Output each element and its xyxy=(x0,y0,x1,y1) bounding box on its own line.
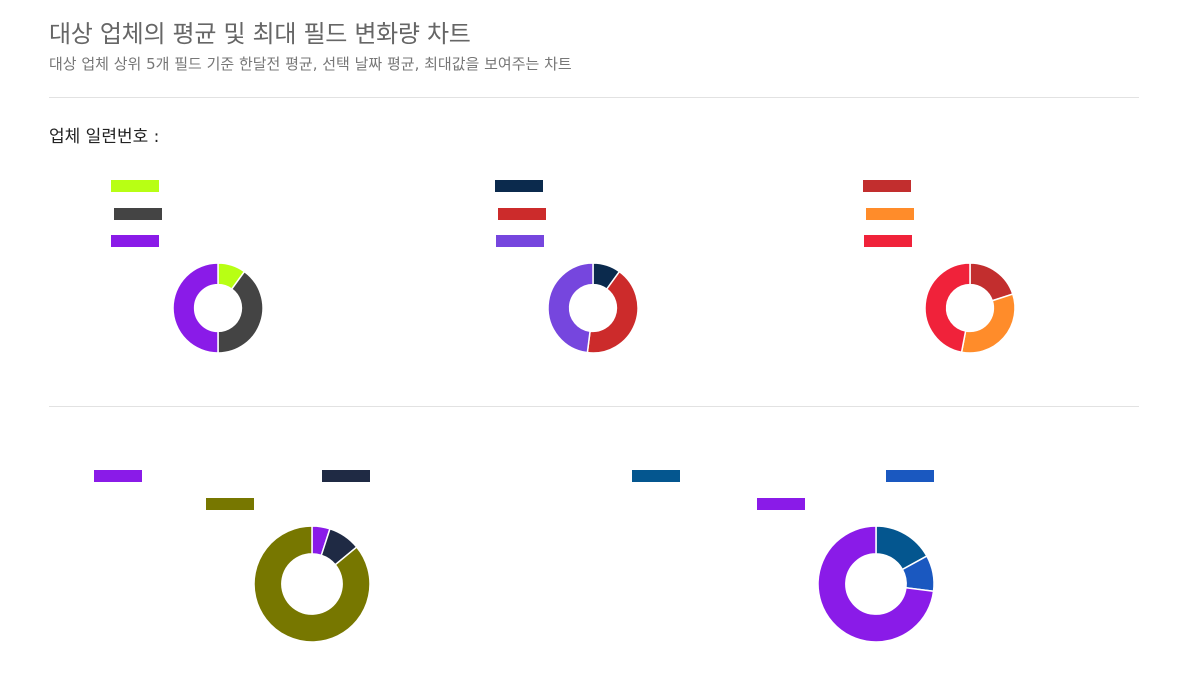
donut-slice-1-3[interactable] xyxy=(172,262,219,354)
legend-swatch-5-2[interactable] xyxy=(886,470,934,482)
donut-slice-2-2[interactable] xyxy=(586,270,639,354)
legend-swatch-4-1[interactable] xyxy=(94,470,142,482)
legend-swatch-3-2[interactable] xyxy=(866,208,914,220)
donut-chart-5 xyxy=(620,460,960,660)
header-divider xyxy=(49,97,1139,98)
legend-swatch-3-3[interactable] xyxy=(864,235,912,247)
legend-swatch-3-1[interactable] xyxy=(863,180,911,192)
legend-swatch-2-2[interactable] xyxy=(498,208,546,220)
donut-slice-3-1[interactable] xyxy=(969,262,1014,302)
donut-chart-4 xyxy=(80,460,400,660)
legend-swatch-1-1[interactable] xyxy=(111,180,159,192)
donut-slice-3-3[interactable] xyxy=(924,262,971,354)
row-divider xyxy=(49,406,1139,407)
donut-slice-4-3[interactable] xyxy=(253,525,371,643)
legend-swatch-5-1[interactable] xyxy=(632,470,680,482)
donut-chart-5-svg xyxy=(632,470,935,643)
donut-chart-2 xyxy=(460,170,720,370)
legend-swatch-2-1[interactable] xyxy=(495,180,543,192)
donut-slice-1-2[interactable] xyxy=(217,270,264,354)
donut-slice-2-3[interactable] xyxy=(547,262,594,354)
donut-chart-3 xyxy=(840,170,1100,370)
serial-number-label: 업체 일련번호 : xyxy=(49,127,160,147)
donut-chart-3-svg xyxy=(863,180,1016,354)
page-subtitle: 대상 업체 상위 5개 필드 기준 한달전 평균, 선택 날짜 평균, 최대값을… xyxy=(49,55,572,73)
legend-swatch-2-3[interactable] xyxy=(496,235,544,247)
donut-chart-4-svg xyxy=(94,470,371,643)
donut-slice-3-2[interactable] xyxy=(960,293,1016,354)
legend-swatch-4-3[interactable] xyxy=(206,498,254,510)
page-title: 대상 업체의 평균 및 최대 필드 변화량 차트 xyxy=(49,20,471,48)
legend-swatch-1-3[interactable] xyxy=(111,235,159,247)
donut-chart-1 xyxy=(80,170,340,370)
donut-slice-5-3[interactable] xyxy=(817,525,935,643)
legend-swatch-4-2[interactable] xyxy=(322,470,370,482)
donut-chart-2-svg xyxy=(495,180,639,354)
legend-swatch-1-2[interactable] xyxy=(114,208,162,220)
donut-chart-1-svg xyxy=(111,180,264,354)
legend-swatch-5-3[interactable] xyxy=(757,498,805,510)
